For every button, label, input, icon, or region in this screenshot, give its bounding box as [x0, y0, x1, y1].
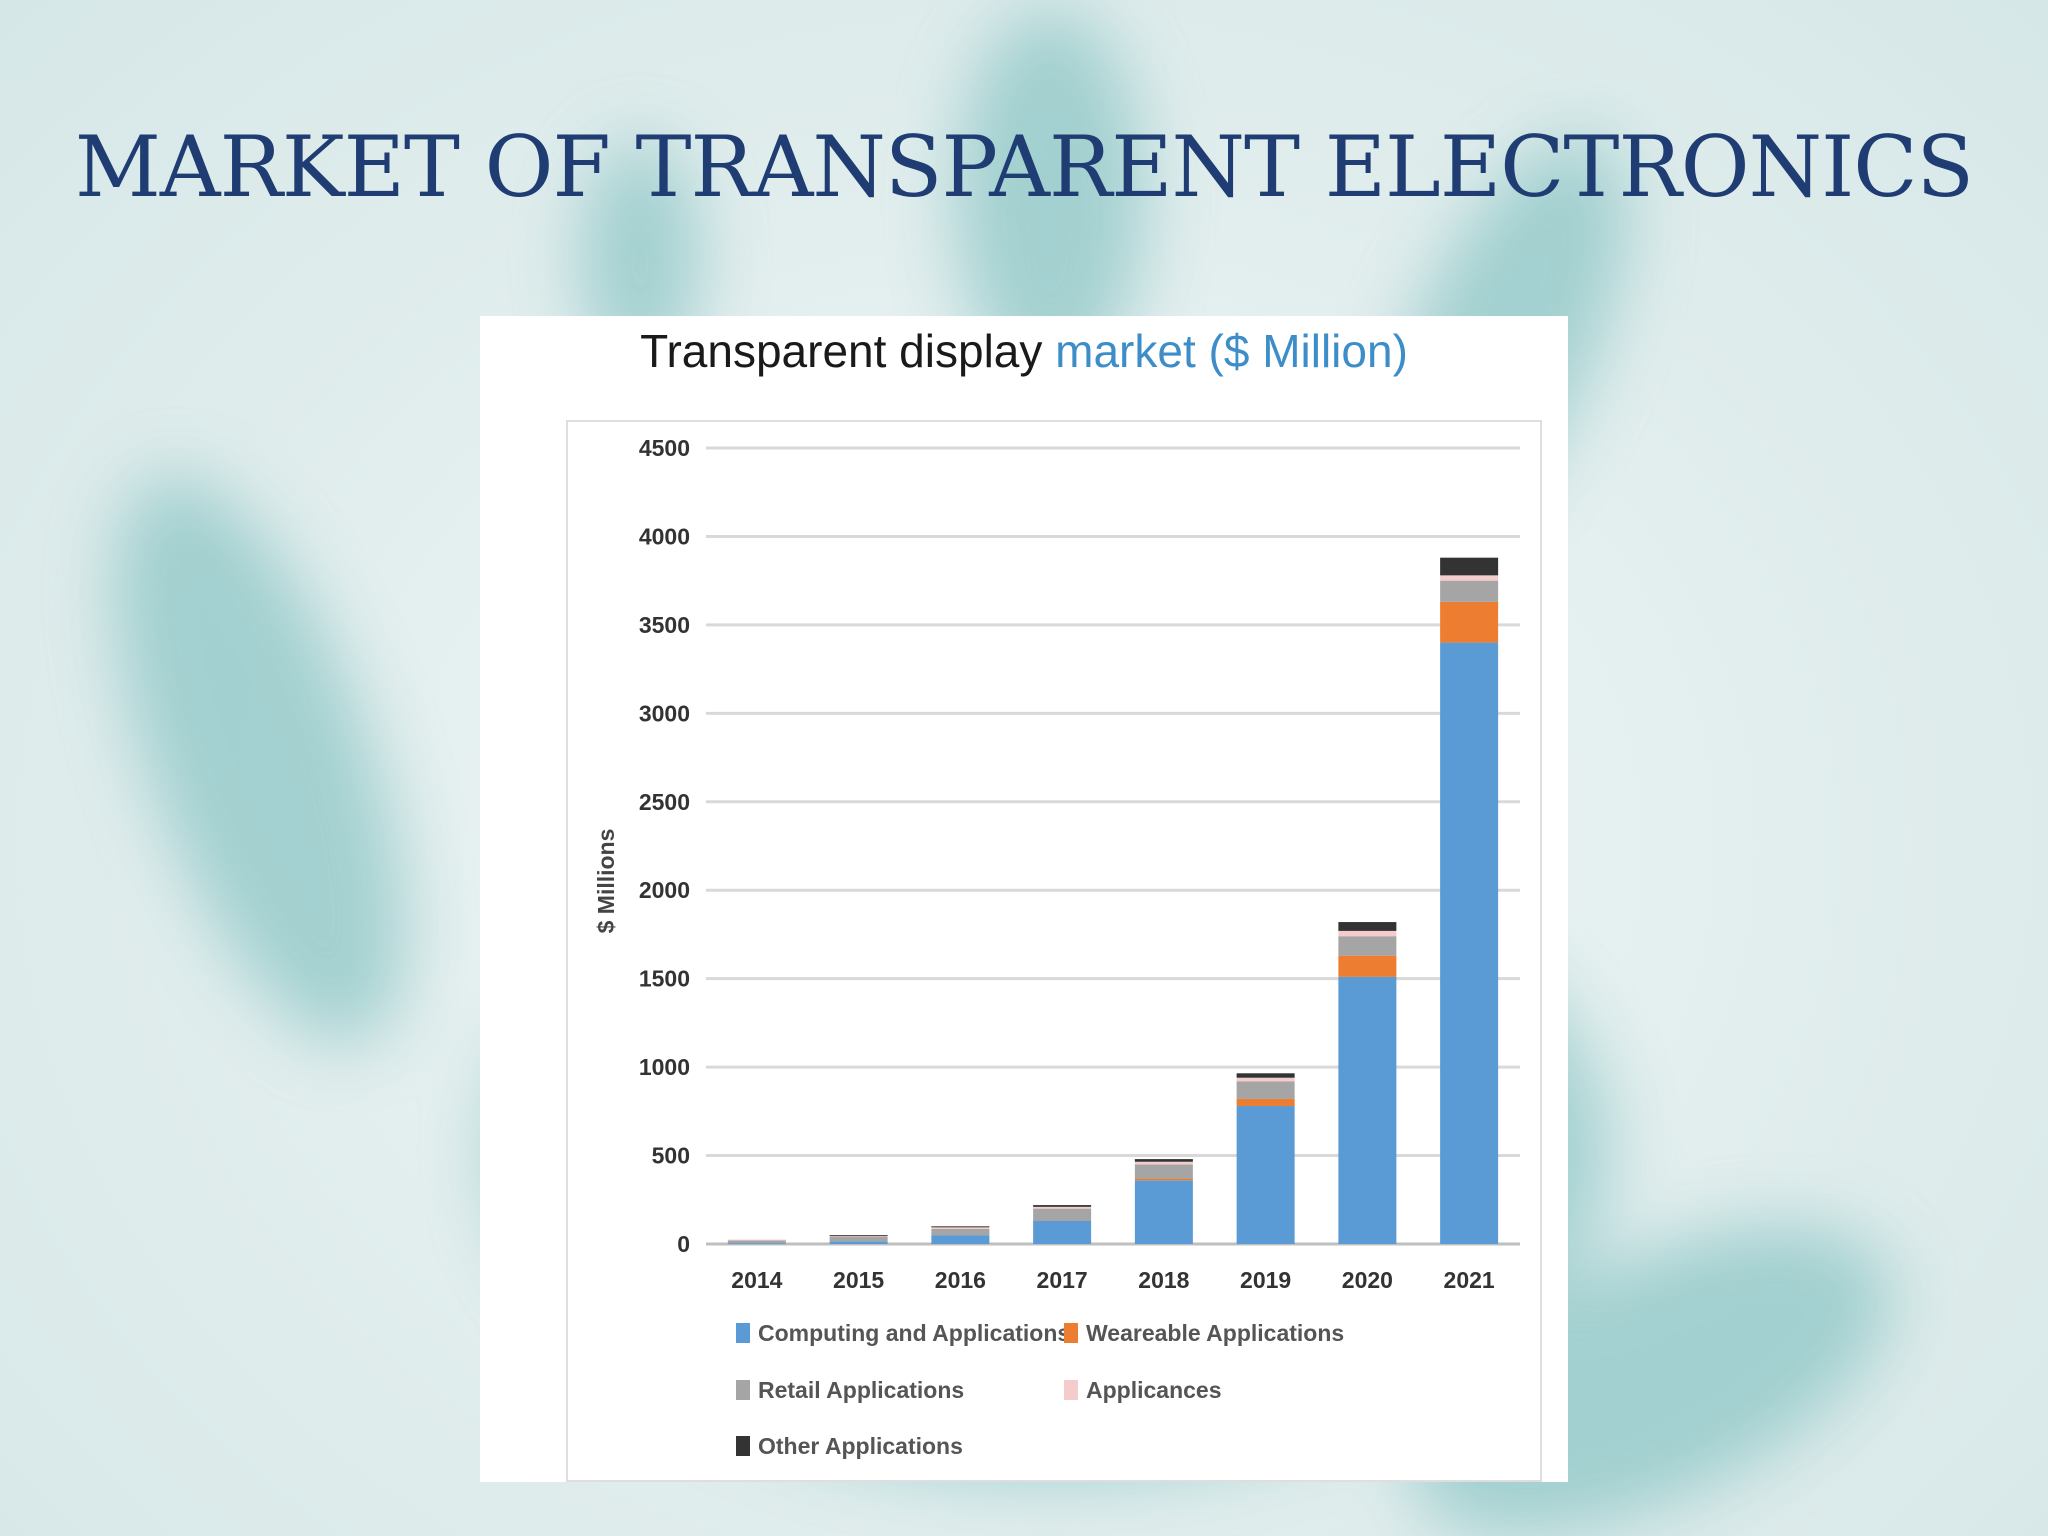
legend-swatch [736, 1380, 750, 1400]
bar-segment [727, 1240, 786, 1244]
bar-segment [931, 1226, 990, 1228]
bar-segment [1338, 922, 1397, 931]
bar-segment [1236, 1106, 1295, 1244]
bar-segment [727, 1243, 786, 1245]
legend-swatch [1064, 1380, 1078, 1400]
legend-swatch [736, 1436, 750, 1456]
bar-segment [829, 1235, 888, 1237]
x-tick-label: 2019 [1240, 1267, 1291, 1293]
bar-segment [829, 1236, 888, 1238]
x-tick-label: 2020 [1342, 1267, 1393, 1293]
bar-segment [1440, 601, 1499, 643]
bar-segment [931, 1228, 990, 1236]
y-tick-label: 3000 [639, 700, 690, 726]
chart-title-main: Transparent display [640, 325, 1056, 377]
bar-segment [1338, 930, 1397, 937]
bar-segment [1134, 1178, 1193, 1181]
bar-segment [1440, 575, 1499, 581]
bar-segment [1033, 1208, 1092, 1222]
bar-segment [1033, 1221, 1092, 1244]
y-tick-label: 4500 [639, 435, 690, 461]
x-tick-label: 2021 [1444, 1267, 1495, 1293]
y-tick-label: 0 [677, 1231, 690, 1257]
bar-segment [1134, 1161, 1193, 1165]
y-tick-label: 1500 [639, 966, 690, 992]
bar-segment [1338, 936, 1397, 956]
bar-segment [1134, 1180, 1193, 1244]
bar-segment [1440, 580, 1499, 602]
bar-segment [1236, 1098, 1295, 1107]
bar-segment [829, 1241, 888, 1244]
y-tick-label: 500 [652, 1143, 690, 1169]
bar-segment [1338, 976, 1397, 1244]
bar-segment [931, 1227, 990, 1229]
y-tick-label: 4000 [639, 523, 690, 549]
bar-segment [727, 1239, 786, 1241]
bar-segment [1134, 1164, 1193, 1179]
legend-label: Retail Applications [758, 1377, 964, 1403]
y-axis-label: $ Millions [593, 829, 619, 934]
plot-frame [566, 420, 1542, 1482]
bar-segment [1033, 1205, 1092, 1207]
chart-title-accent: market ($ Million) [1055, 325, 1408, 377]
bar-segment [1033, 1206, 1092, 1209]
legend-label: Weareable Applications [1086, 1320, 1344, 1346]
bar-segment [1440, 642, 1499, 1244]
y-tick-label: 3500 [639, 612, 690, 638]
bar-segment [1236, 1081, 1295, 1099]
chart-title: Transparent display market ($ Million) [480, 324, 1568, 378]
bar-segment [1236, 1077, 1295, 1082]
bar-segment [829, 1236, 888, 1242]
bar-segment [1134, 1159, 1193, 1162]
y-tick-label: 2500 [639, 789, 690, 815]
legend-label: Applicances [1086, 1377, 1222, 1403]
bar-segment [931, 1235, 990, 1244]
x-tick-label: 2018 [1138, 1267, 1189, 1293]
legend-label: Computing and Applications [758, 1320, 1070, 1346]
chart-panel: Transparent display market ($ Million) 2… [480, 316, 1568, 1482]
y-tick-label: 2000 [639, 877, 690, 903]
bar-segment [1236, 1073, 1295, 1078]
x-tick-label: 2014 [731, 1267, 782, 1293]
stacked-bar-chart: 2014 2015 2016 2017 2018 2019 2020 2021 0 500 100… [593, 435, 1520, 1459]
bar-segment [1440, 557, 1499, 576]
x-tick-label: 2015 [833, 1267, 884, 1293]
legend-swatch [736, 1323, 750, 1343]
bar-segment [1338, 955, 1397, 977]
legend-swatch [1064, 1323, 1078, 1343]
x-tick-label: 2017 [1037, 1267, 1088, 1293]
legend-label: Other Applications [758, 1433, 963, 1459]
x-tick-label: 2016 [935, 1267, 986, 1293]
y-tick-label: 1000 [639, 1054, 690, 1080]
slide-title: MARKET OF TRANSPARENT ELECTRONICS [74, 118, 1974, 216]
